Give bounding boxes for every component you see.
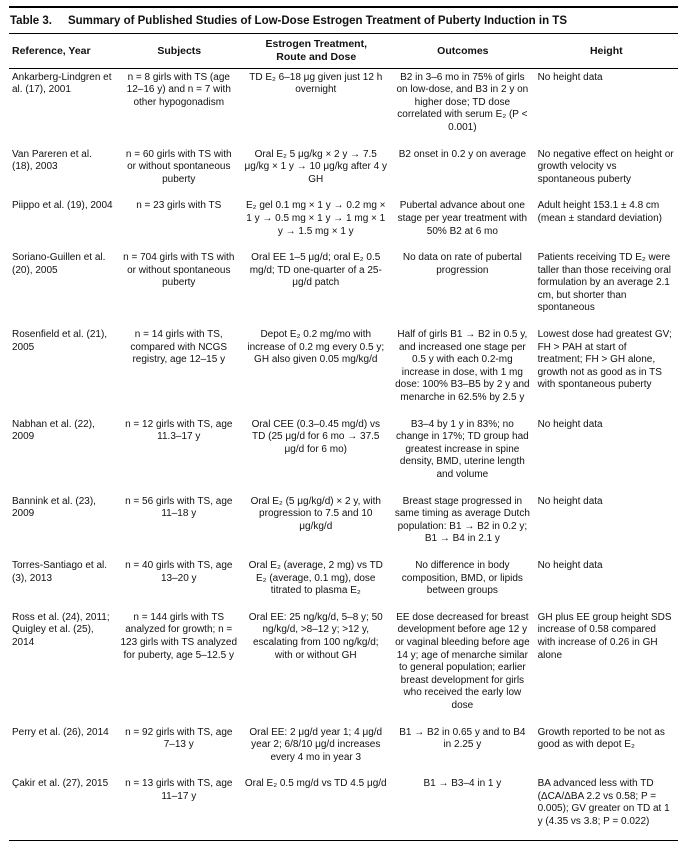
cell-height: No height data (537, 559, 603, 571)
cell-treatment: Oral E₂ 5 μg/kg × 2 y → 7.5 μg/kg × 1 y … (244, 148, 387, 185)
cell-subjects: n = 144 girls with TS analyzed for growt… (120, 611, 238, 661)
cell-treatment: Oral E₂ 0.5 mg/d vs TD 4.5 μg/d (244, 778, 387, 790)
cell-reference-year: Van Pareren et al. (18), 2003 (12, 148, 92, 173)
cell-outcomes: No difference in body composition, BMD, … (401, 559, 523, 597)
studies-table: Reference, Year Subjects Estrogen Treatm… (9, 33, 678, 841)
cell-subjects: n = 92 girls with TS, age 7–13 y (125, 726, 233, 751)
col-header-treatment: Estrogen Treatment, Route and Dose (241, 33, 392, 69)
cell-treatment: Oral EE: 25 ng/kg/d, 5–8 y; 50 ng/kg/d, … (248, 611, 383, 661)
cell-treatment: Oral CEE (0.3–0.45 mg/d) vs TD (25 μg/d … (251, 418, 380, 455)
cell-height: Adult height 153.1 ± 4.8 cm (mean ± stan… (537, 200, 663, 224)
cell-subjects: n = 14 girls with TS, compared with NCGS… (130, 329, 228, 366)
cell-outcomes: B3–4 by 1 y in 83%; no change in 17%; TD… (396, 418, 529, 480)
table-row: Soriano-Guillen et al. (20), 2005 n = 70… (9, 249, 678, 326)
cell-subjects: n = 23 girls with TS (136, 200, 222, 212)
col-header-subjects: Subjects (117, 33, 242, 69)
cell-outcomes: EE dose decreased for breast development… (395, 611, 530, 711)
table-row: Perry et al. (26), 2014 n = 92 girls wit… (9, 724, 678, 776)
table-row: Bannink et al. (23), 2009 n = 56 girls w… (9, 493, 678, 557)
table-caption: Table 3. Summary of Published Studies of … (9, 6, 678, 33)
cell-treatment: TD E₂ 6–18 μg given just 12 h overnight (249, 71, 383, 96)
cell-reference-year: Rosenfield et al. (21), 2005 (12, 329, 108, 353)
col-header-reference-year: Reference, Year (9, 33, 118, 69)
cell-outcomes: No data on rate of pubertal progression (402, 252, 522, 276)
table-row: Piippo et al. (19), 2004 n = 23 girls wi… (9, 197, 678, 249)
table-title: Summary of Published Studies of Low-Dose… (67, 15, 567, 27)
table-row: Ankarberg-Lindgren et al. (17), 2001 n =… (9, 68, 678, 145)
cell-height: No height data (537, 71, 603, 83)
table-row: Torres-Santiago et al. (3), 2013 n = 40 … (9, 557, 678, 609)
cell-outcomes: B1 → B3–4 in 1 y (423, 778, 502, 790)
cell-reference-year: Torres-Santiago et al. (3), 2013 (12, 559, 108, 584)
cell-treatment: Oral EE 1–5 μg/d; oral E₂ 0.5 mg/d; TD o… (249, 252, 382, 289)
cell-reference-year: Nabhan et al. (22), 2009 (12, 418, 95, 443)
cell-height: No height data (537, 418, 603, 430)
cell-subjects: n = 704 girls with TS with or without sp… (123, 252, 235, 289)
col-header-outcomes: Outcomes (391, 33, 535, 69)
cell-outcomes: B1 → B2 in 0.65 y and to B4 in 2.25 y (399, 726, 526, 751)
cell-reference-year: Ross et al. (24), 2011; Quigley et al. (… (12, 611, 110, 648)
cell-height: BA advanced less with TD (ΔCA/ΔBA 2.2 vs… (537, 778, 670, 828)
cell-subjects: n = 8 girls with TS (age 12–16 y) and n … (126, 71, 231, 108)
cell-height: Growth reported to be not as good as wit… (537, 726, 665, 751)
cell-subjects: n = 56 girls with TS, age 11–18 y (125, 495, 233, 520)
cell-outcomes: Pubertal advance about one stage per yea… (397, 200, 528, 237)
cell-reference-year: Çakir et al. (27), 2015 (12, 778, 109, 790)
table-body: Ankarberg-Lindgren et al. (17), 2001 n =… (9, 68, 678, 840)
col-header-height: Height (534, 33, 678, 69)
cell-subjects: n = 13 girls with TS, age 11–17 y (125, 778, 233, 802)
table-row: Rosenfield et al. (21), 2005 n = 14 girl… (9, 326, 678, 416)
cell-subjects: n = 12 girls with TS, age 11.3–17 y (125, 418, 233, 443)
cell-reference-year: Ankarberg-Lindgren et al. (17), 2001 (12, 71, 112, 96)
cell-subjects: n = 40 girls with TS, age 13–20 y (125, 559, 233, 584)
table-row: Çakir et al. (27), 2015 n = 13 girls wit… (9, 775, 678, 840)
table-number: Table 3. (10, 15, 52, 27)
table-row: Nabhan et al. (22), 2009 n = 12 girls wi… (9, 416, 678, 493)
table-row: Van Pareren et al. (18), 2003 n = 60 gir… (9, 146, 678, 198)
cell-reference-year: Piippo et al. (19), 2004 (12, 200, 113, 212)
cell-height: No negative effect on height or growth v… (537, 148, 674, 185)
header-row: Reference, Year Subjects Estrogen Treatm… (9, 33, 678, 69)
cell-treatment: Oral E₂ (average, 2 mg) vs TD E₂ (averag… (248, 559, 383, 597)
cell-subjects: n = 60 girls with TS with or without spo… (125, 148, 232, 185)
cell-reference-year: Bannink et al. (23), 2009 (12, 495, 96, 520)
cell-treatment: Depot E₂ 0.2 mg/mo with increase of 0.2 … (247, 329, 385, 366)
table-row: Ross et al. (24), 2011; Quigley et al. (… (9, 609, 678, 724)
cell-height: GH plus EE group height SDS increase of … (537, 611, 672, 661)
cell-treatment: Oral EE: 2 μg/d year 1; 4 μg/d year 2; 6… (249, 726, 383, 763)
cell-height: No height data (537, 495, 603, 507)
cell-outcomes: Half of girls B1 → B2 in 0.5 y, and incr… (395, 329, 530, 404)
cell-reference-year: Perry et al. (26), 2014 (12, 726, 109, 738)
cell-outcomes: B2 onset in 0.2 y on average (398, 148, 527, 160)
table-header: Reference, Year Subjects Estrogen Treatm… (9, 33, 678, 69)
cell-outcomes: B2 in 3–6 mo in 75% of girls on low-dose… (396, 71, 529, 133)
cell-height: Patients receiving TD E₂ were taller tha… (537, 252, 671, 314)
cell-height: Lowest dose had greatest GV; FH > PAH at… (537, 329, 672, 391)
cell-treatment: Oral E₂ (5 μg/kg/d) × 2 y, with progress… (250, 495, 381, 532)
cell-outcomes: Breast stage progressed in same timing a… (394, 495, 530, 545)
cell-reference-year: Soriano-Guillen et al. (20), 2005 (12, 252, 106, 276)
cell-treatment: E₂ gel 0.1 mg × 1 y → 0.2 mg × 1 y → 0.5… (246, 200, 386, 237)
